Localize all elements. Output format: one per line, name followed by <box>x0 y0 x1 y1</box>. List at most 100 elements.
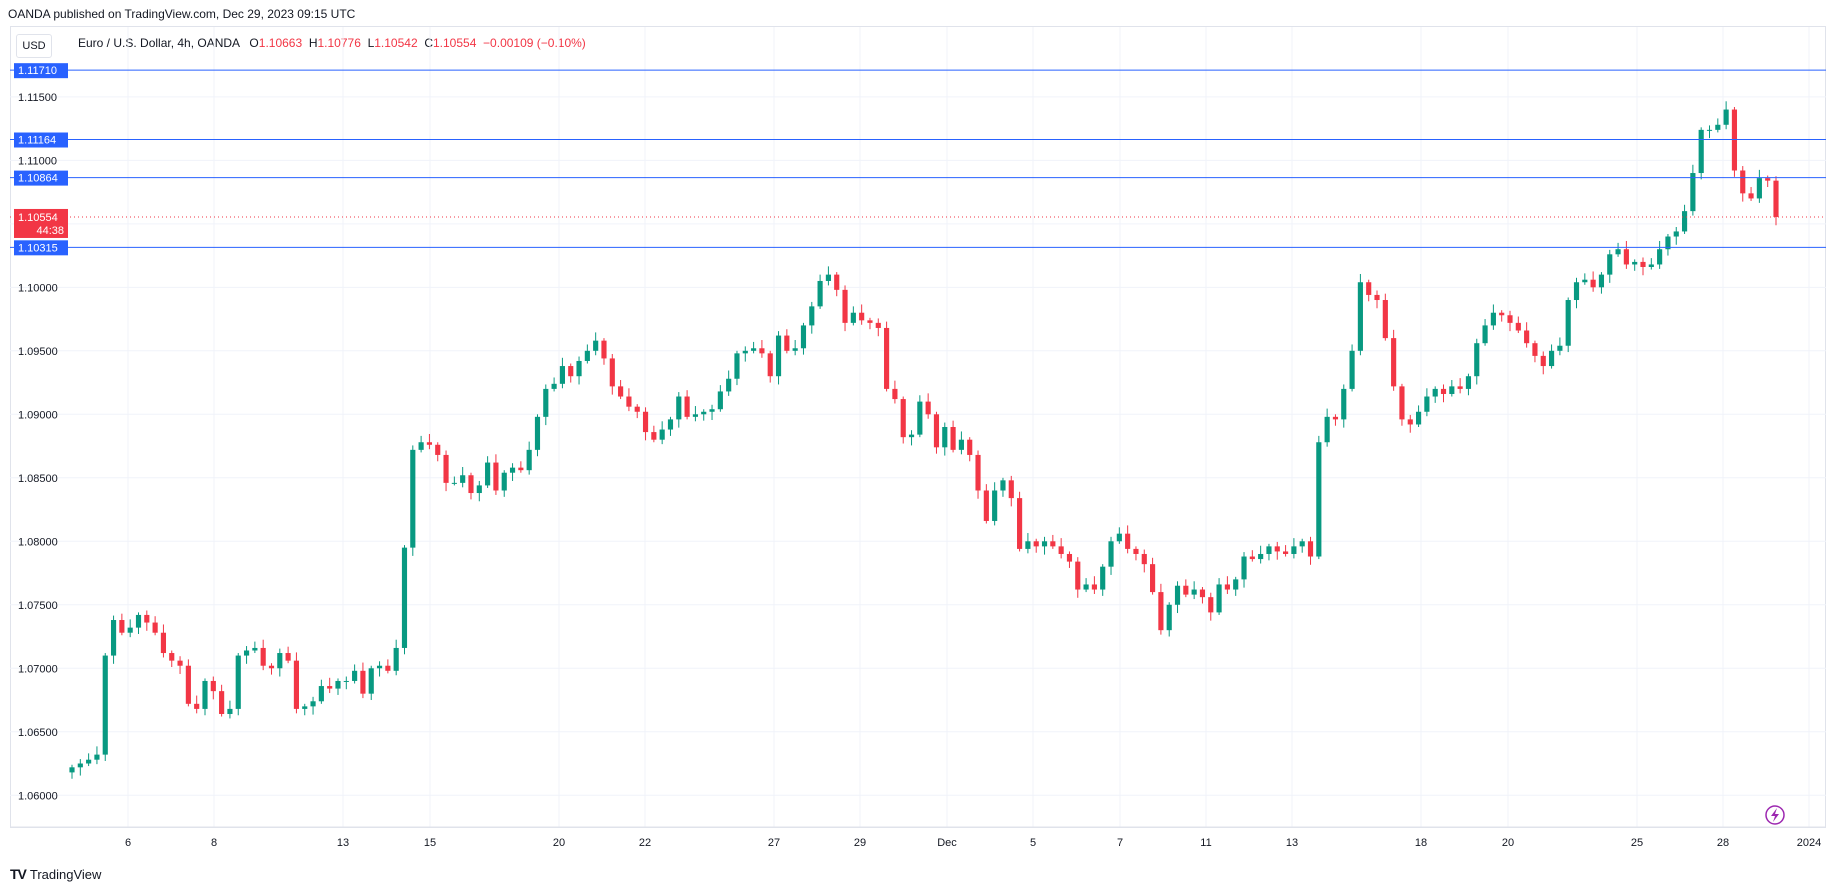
candle-body <box>1025 541 1031 549</box>
candle-body <box>1756 178 1762 199</box>
candle-body <box>410 449 416 548</box>
candle-body <box>817 280 823 307</box>
candle-body <box>1607 254 1613 275</box>
high-label: H <box>308 36 318 50</box>
candle-body <box>1316 442 1322 557</box>
level-label: 1.10315 <box>18 242 58 254</box>
y-tick-label: 1.07500 <box>18 600 58 612</box>
candle-body <box>1291 546 1297 554</box>
candle-body <box>1690 173 1696 212</box>
candle-body <box>1249 556 1255 560</box>
candle-body <box>1773 180 1779 217</box>
candle-body <box>1748 193 1754 199</box>
candle-body <box>875 322 881 328</box>
candle-body <box>767 353 773 377</box>
candle-body <box>476 485 482 494</box>
x-tick-label: 20 <box>553 837 565 849</box>
level-label: 1.11710 <box>18 65 57 77</box>
candle-body <box>775 335 782 377</box>
lightning-badge-icon <box>1765 805 1785 825</box>
candle-body <box>859 312 865 321</box>
candle-body <box>1573 282 1580 301</box>
candle-body <box>77 763 83 768</box>
candle-body <box>992 490 998 521</box>
level-label-bg <box>14 170 68 186</box>
candle-body <box>626 396 632 407</box>
candle-body <box>1216 584 1222 613</box>
candle-body <box>110 620 117 656</box>
candle-body <box>950 427 956 450</box>
candle-body <box>352 670 358 681</box>
candle-body <box>1066 553 1073 562</box>
candle-body <box>543 388 549 417</box>
candle-body <box>1399 386 1405 420</box>
candle-body <box>534 416 541 450</box>
low-value: 1.10542 <box>374 36 418 50</box>
candle-body <box>493 462 499 491</box>
tradingview-footer[interactable]: TV TradingView <box>10 866 101 882</box>
y-tick-label: 1.06500 <box>18 727 58 739</box>
candle-body <box>177 660 183 666</box>
candle-body <box>609 358 615 387</box>
high-value: 1.10776 <box>317 36 361 50</box>
candle-body <box>393 647 399 671</box>
candle-body <box>825 274 831 281</box>
candle-body <box>102 655 108 755</box>
candle-body <box>967 439 973 455</box>
candle-body <box>310 701 316 707</box>
candle-body <box>86 759 92 764</box>
candle-body <box>900 399 906 438</box>
candle-body <box>1657 249 1663 265</box>
level-label: 1.10864 <box>18 173 58 185</box>
candle-body <box>684 396 690 417</box>
candle-body <box>551 383 557 389</box>
x-tick-label: 18 <box>1415 837 1427 849</box>
candle-body <box>435 444 441 455</box>
x-tick-label: 15 <box>424 837 436 849</box>
candle-body <box>318 686 324 702</box>
candle-body <box>1332 416 1339 420</box>
candle-body <box>1100 566 1106 590</box>
candle-body <box>742 350 748 354</box>
candle-body <box>94 754 100 760</box>
candle-body <box>1091 584 1097 590</box>
candle-body <box>1341 388 1347 420</box>
candle-body <box>1274 546 1280 552</box>
candle-body <box>751 348 757 351</box>
candle-body <box>518 467 524 471</box>
candle-body <box>792 348 798 351</box>
candle-body <box>676 396 682 420</box>
candle-body <box>1681 211 1688 232</box>
candle-body <box>1183 585 1189 595</box>
x-tick-label: 8 <box>211 837 217 849</box>
candle-body <box>169 653 175 661</box>
x-tick-label: 20 <box>1502 837 1514 849</box>
candle-body <box>726 378 732 392</box>
symbol-title[interactable]: Euro / U.S. Dollar, 4h, OANDA <box>78 36 240 50</box>
candle-body <box>1116 533 1122 542</box>
candle-body <box>1382 300 1388 339</box>
lightning-icon <box>1771 808 1779 822</box>
candle-body <box>360 670 366 694</box>
x-tick-label: Dec <box>937 837 957 849</box>
candle-body <box>593 340 599 351</box>
candle-body <box>1349 350 1355 389</box>
candle-body <box>1673 231 1679 237</box>
candle-body <box>1507 315 1513 323</box>
candle-body <box>1706 129 1713 131</box>
candle-body <box>1158 592 1164 631</box>
candle-body <box>867 320 873 323</box>
candle-body <box>468 475 474 494</box>
candle-body <box>1457 386 1463 389</box>
candle-body <box>1050 541 1056 547</box>
candle-body <box>327 686 333 689</box>
level-label-bg <box>14 132 68 148</box>
y-tick-label: 1.09500 <box>18 346 58 358</box>
candle-body <box>243 650 250 656</box>
currency-button[interactable]: USD <box>16 34 52 58</box>
x-tick-label: 28 <box>1717 837 1729 849</box>
candle-body <box>1366 282 1372 295</box>
candle-body <box>1440 388 1447 394</box>
candle-body <box>1698 129 1704 174</box>
